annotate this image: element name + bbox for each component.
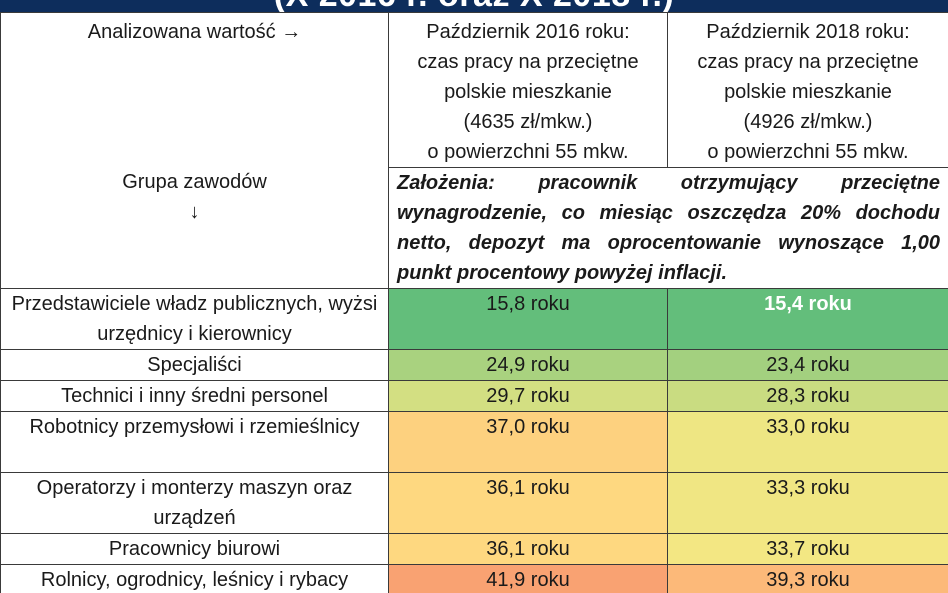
value-2016: 37,0 roku <box>388 411 668 473</box>
comparison-table: Analizowana wartość → Grupa zawodów ↓ Pa… <box>0 12 948 593</box>
assumptions-note: Założenia: pracownik otrzymujący przecię… <box>388 167 948 289</box>
value-2018: 28,3 roku <box>667 380 948 412</box>
group-name: Pracownicy biurowi <box>0 533 389 565</box>
table-row: Technici i inny średni personel 29,7 rok… <box>0 380 948 412</box>
group-name: Specjaliści <box>0 349 389 381</box>
table-row: Operatorzy i monterzy maszyn oraz urządz… <box>0 472 948 534</box>
banner-title: (X 2016 r. oraz X 2018 r.) <box>0 0 948 12</box>
table-row: Przedstawiciele władz publicznych, wyżsi… <box>0 288 948 350</box>
table-row: Pracownicy biurowi 36,1 roku 33,7 roku <box>0 533 948 565</box>
value-2016: 36,1 roku <box>388 533 668 565</box>
value-2018: 33,7 roku <box>667 533 948 565</box>
group-name: Technici i inny średni personel <box>0 380 389 412</box>
value-2016: 36,1 roku <box>388 472 668 534</box>
title-banner: (X 2016 r. oraz X 2018 r.) <box>0 0 948 12</box>
value-2016: 29,7 roku <box>388 380 668 412</box>
group-name: Operatorzy i monterzy maszyn oraz urządz… <box>0 472 389 534</box>
value-2018: 33,3 roku <box>667 472 948 534</box>
value-2018: 39,3 roku <box>667 564 948 593</box>
table-row: Rolnicy, ogrodnicy, leśnicy i rybacy 41,… <box>0 564 948 593</box>
value-2016: 41,9 roku <box>388 564 668 593</box>
analyzed-value-label: Analizowana wartość → <box>87 21 302 43</box>
table-row: Specjaliści 24,9 roku 23,4 roku <box>0 349 948 381</box>
group-label: Grupa zawodów <box>122 171 267 193</box>
column-header-2016: Październik 2016 roku: czas pracy na prz… <box>388 12 668 168</box>
value-2016: 15,8 roku <box>388 288 668 350</box>
table-row: Robotnicy przemysłowi i rzemieślnicy 37,… <box>0 411 948 473</box>
column-header-2018: Październik 2018 roku: czas pracy na prz… <box>667 12 948 168</box>
value-2018: 15,4 roku <box>667 288 948 350</box>
value-2018: 23,4 roku <box>667 349 948 381</box>
value-2016: 24,9 roku <box>388 349 668 381</box>
group-name: Robotnicy przemysłowi i rzemieślnicy <box>0 411 389 473</box>
value-2018: 33,0 roku <box>667 411 948 473</box>
group-name: Rolnicy, ogrodnicy, leśnicy i rybacy <box>0 564 389 593</box>
header-corner-cell: Analizowana wartość → Grupa zawodów ↓ <box>0 12 389 289</box>
group-name: Przedstawiciele władz publicznych, wyżsi… <box>0 288 389 350</box>
down-arrow-icon: ↓ <box>189 201 200 223</box>
